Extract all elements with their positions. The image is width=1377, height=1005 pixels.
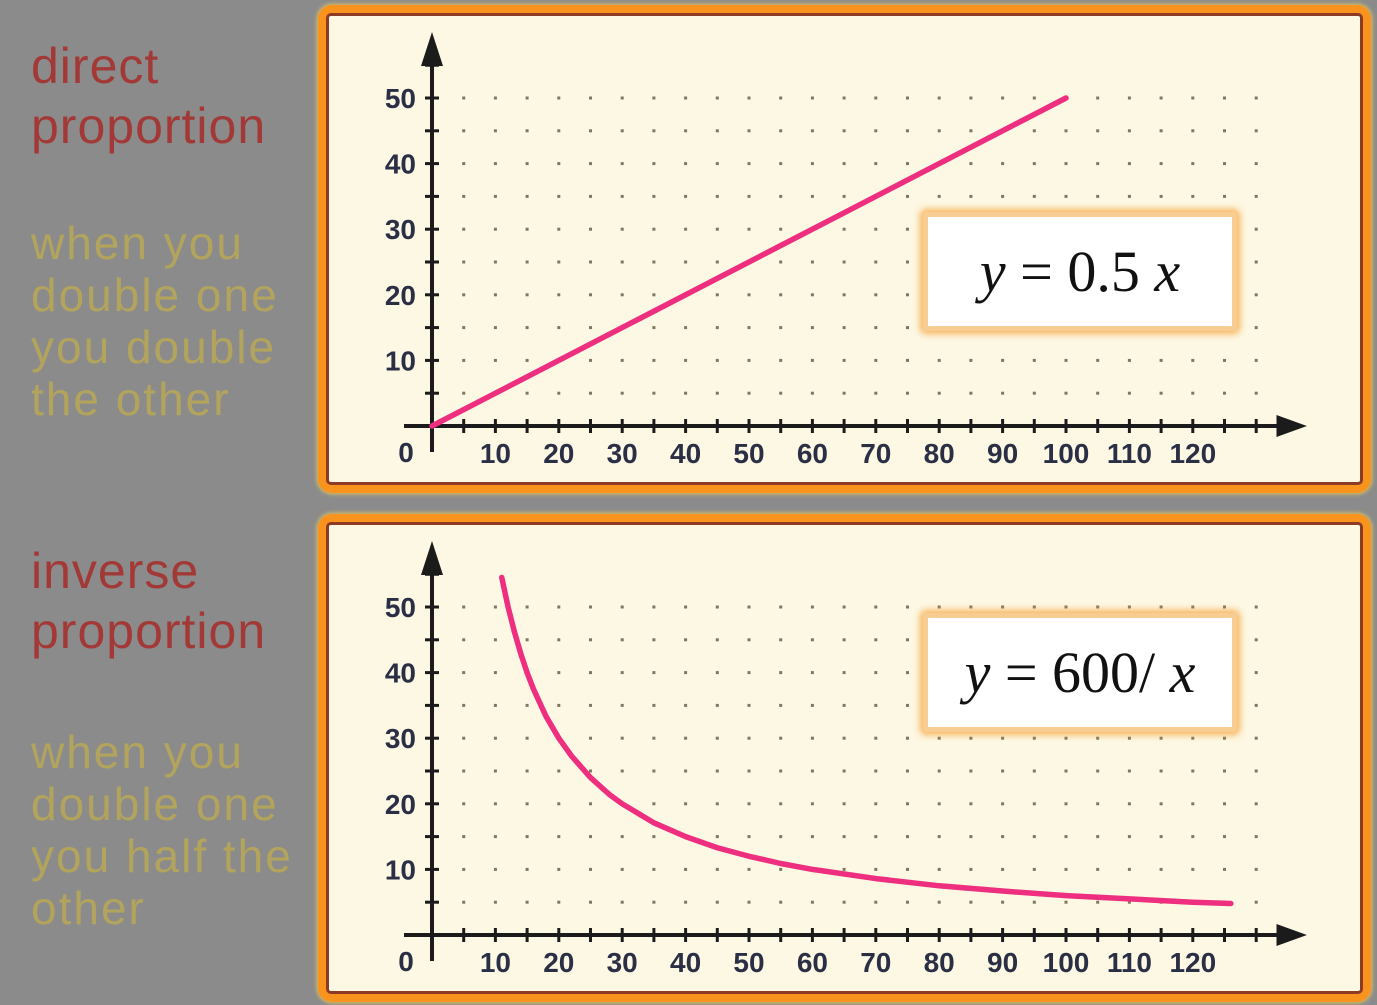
svg-text:10: 10 [385,345,416,376]
equation-box-inverse: y = 600/ x [923,613,1237,732]
direct-proportion-note: when you double one you double the other [31,217,279,425]
note-line: when you [31,726,244,778]
note-line: double one [31,778,279,830]
svg-text:100: 100 [1043,947,1090,978]
svg-text:10: 10 [385,854,416,885]
svg-text:40: 40 [385,658,416,689]
svg-text:10: 10 [480,438,511,469]
equation-mid: = 0.5 [1005,239,1155,304]
svg-text:0: 0 [398,946,414,977]
equation-lhs: y [964,640,991,705]
inverse-proportion-note: when you double one you half the other [31,726,293,934]
svg-text:110: 110 [1107,947,1152,978]
svg-text:40: 40 [385,149,416,180]
svg-text:90: 90 [987,947,1018,978]
svg-text:20: 20 [543,947,574,978]
svg-text:110: 110 [1107,438,1152,469]
svg-text:30: 30 [607,947,638,978]
equation-mid: = 600/ [990,640,1170,705]
svg-text:120: 120 [1169,438,1216,469]
svg-text:80: 80 [924,438,955,469]
svg-text:30: 30 [607,438,638,469]
svg-text:0: 0 [398,437,414,468]
title-line: proportion [31,603,267,659]
equation-lhs: y [979,239,1006,304]
title-line: inverse [31,543,200,599]
direct-proportion-chart: 10 20 30 40 50 60 70 80 90 100 110 120 10 20 30 40 50 0 [385,32,1307,469]
svg-text:50: 50 [385,83,416,114]
svg-text:90: 90 [987,438,1018,469]
svg-text:30: 30 [385,723,416,754]
direct-proportion-plot-area: 10 20 30 40 50 60 70 80 90 100 110 120 10 20 30 40 50 0 y… [326,13,1363,485]
svg-text:60: 60 [797,947,828,978]
direct-proportion-panel: 10 20 30 40 50 60 70 80 90 100 110 120 10 20 30 40 50 0 y… [318,5,1371,493]
svg-text:60: 60 [797,438,828,469]
note-line: the other [31,373,231,425]
note-line: other [31,882,146,934]
svg-text:30: 30 [385,214,416,245]
svg-text:10: 10 [480,947,511,978]
svg-text:20: 20 [543,438,574,469]
title-line: proportion [31,98,267,154]
svg-text:50: 50 [385,592,416,623]
svg-text:70: 70 [860,438,891,469]
svg-text:20: 20 [385,789,416,820]
note-line: when you [31,217,244,269]
svg-text:40: 40 [670,438,701,469]
inverse-proportion-panel: 10 20 30 40 50 60 70 80 90 100 110 120 10 20 30 40 50 0 y… [318,514,1371,1002]
svg-text:70: 70 [860,947,891,978]
svg-text:120: 120 [1169,947,1216,978]
equation-rhs: x [1169,640,1196,705]
inverse-proportion-chart: 10 20 30 40 50 60 70 80 90 100 110 120 10 20 30 40 50 0 [385,541,1307,978]
inverse-proportion-plot-area: 10 20 30 40 50 60 70 80 90 100 110 120 10 20 30 40 50 0 y… [326,522,1363,994]
svg-text:50: 50 [733,947,764,978]
svg-text:20: 20 [385,280,416,311]
title-line: direct [31,38,160,94]
svg-text:50: 50 [733,438,764,469]
equation-rhs: x [1154,239,1181,304]
note-line: you half the [31,830,293,882]
inverse-proportion-title: inverse proportion [31,541,266,661]
svg-text:40: 40 [670,947,701,978]
equation-box-direct: y = 0.5 x [923,212,1237,331]
svg-text:80: 80 [924,947,955,978]
svg-text:100: 100 [1043,438,1090,469]
direct-proportion-title: direct proportion [31,36,266,156]
note-line: double one [31,269,279,321]
note-line: you double [31,321,277,373]
